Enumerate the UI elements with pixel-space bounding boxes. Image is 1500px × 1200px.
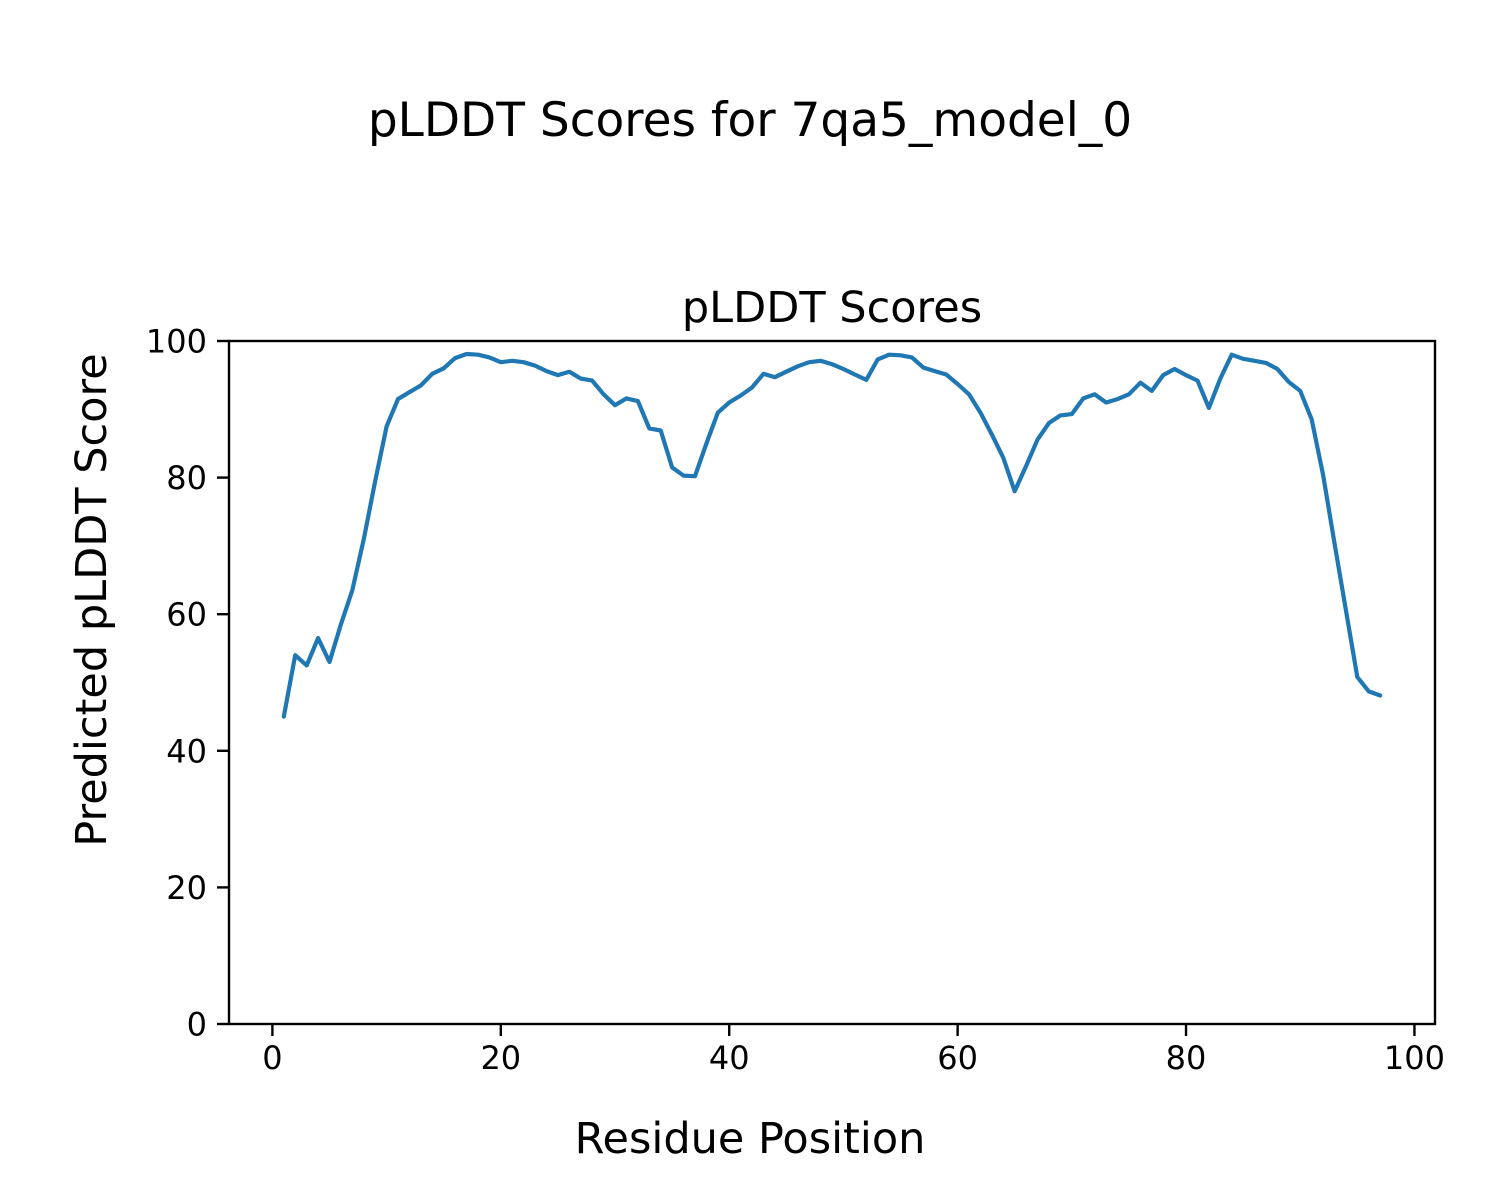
x-tick-label: 80 xyxy=(1166,1039,1207,1077)
y-tick-label: 60 xyxy=(166,596,207,634)
plddt-score-line xyxy=(281,351,1383,719)
x-tick-label: 0 xyxy=(262,1039,282,1077)
axes-title: pLDDT Scores xyxy=(681,283,983,333)
y-tick-label: 100 xyxy=(146,323,207,361)
x-tick-label: 60 xyxy=(937,1039,978,1077)
y-tick-label: 80 xyxy=(166,459,207,497)
x-axis-label: Residue Position xyxy=(574,1114,926,1164)
x-tick-label: 40 xyxy=(709,1039,750,1077)
figure-suptitle: pLDDT Scores for 7qa5_model_0 xyxy=(367,93,1133,148)
y-tick-label: 20 xyxy=(166,869,207,907)
y-tick-label: 0 xyxy=(187,1006,207,1044)
y-axis-label: Predicted pLDDT Score xyxy=(67,353,117,847)
x-tick-label: 20 xyxy=(480,1039,521,1077)
x-tick-label: 100 xyxy=(1384,1039,1445,1077)
axes-spines xyxy=(227,339,1437,1026)
y-tick-label: 40 xyxy=(166,732,207,770)
